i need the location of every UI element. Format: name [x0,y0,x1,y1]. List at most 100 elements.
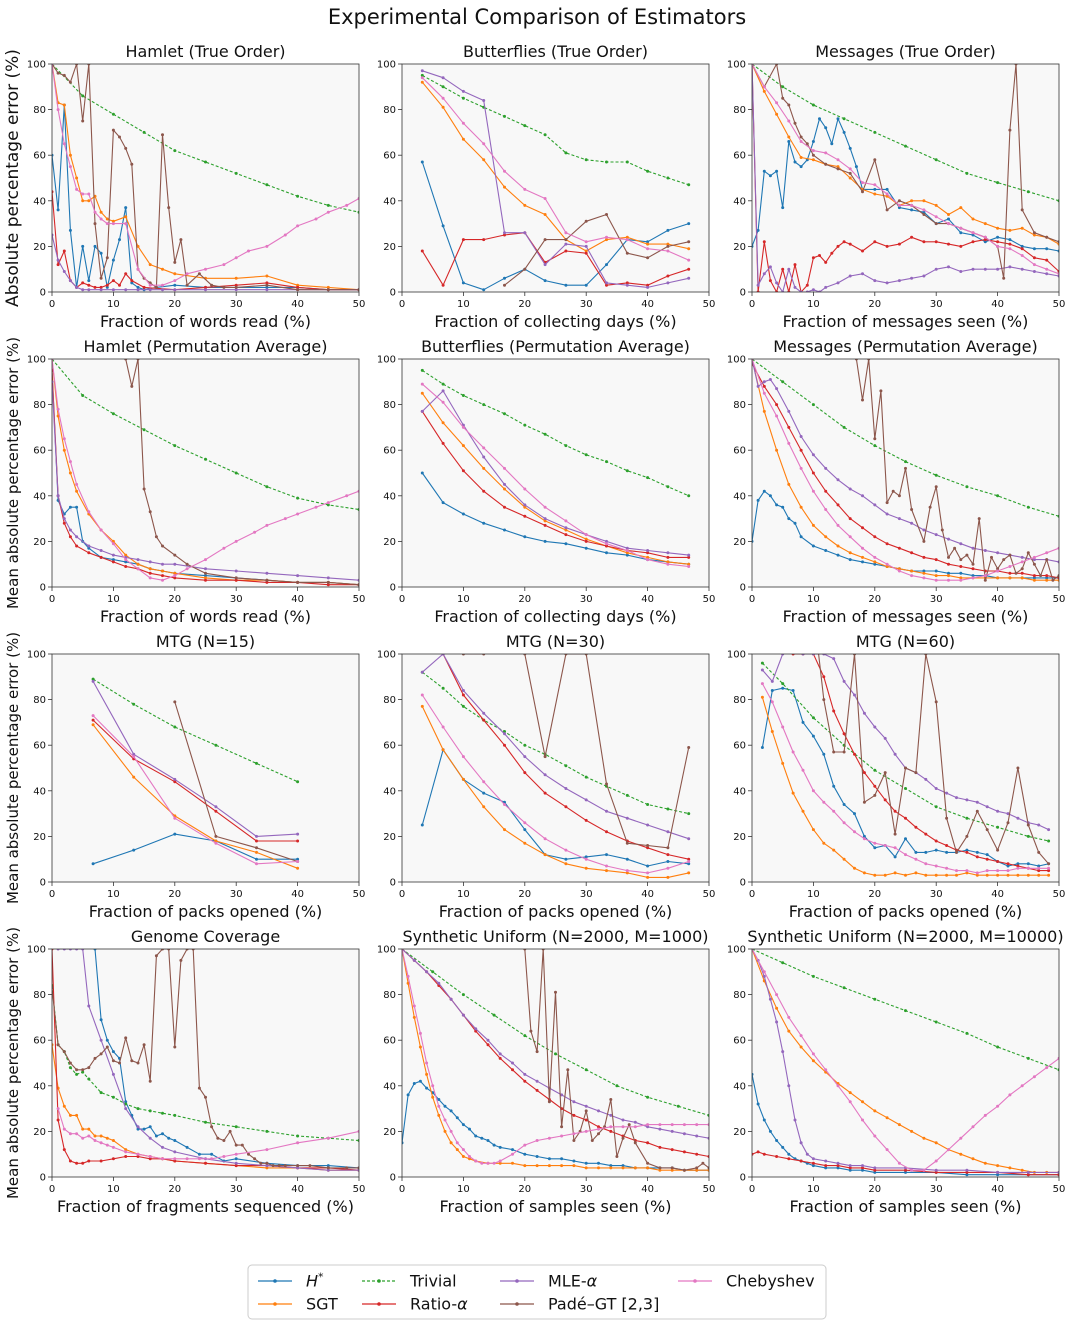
data-point-ratio [523,514,527,518]
data-point-pade [1037,850,1041,854]
data-point-h [824,549,828,552]
data-point-h [842,803,846,806]
data-point-h [130,281,134,285]
series-line-chebyshev [402,949,709,1164]
data-point-mle [971,267,975,271]
data-point-trivial [873,444,877,448]
data-point-sgt [832,848,836,852]
data-point-h [326,1164,330,1168]
y-axis-label: Mean absolute percentage error (%) [4,632,22,904]
data-point-trivial [431,970,435,974]
data-point-chebyshev [897,203,901,207]
data-point-mle [296,1166,300,1170]
data-point-chebyshev [971,231,975,235]
data-point-ratio [775,1155,779,1158]
data-point-mle [605,281,608,285]
data-point-chebyshev [762,970,766,974]
x-tick-label: 10 [807,594,820,605]
x-tick-label: 0 [399,299,405,310]
data-point-mle [523,503,527,507]
data-point-chebyshev [1016,866,1020,870]
data-point-sgt [959,206,963,210]
data-point-chebyshev [965,869,969,873]
x-tick-label: 40 [641,889,654,900]
data-point-chebyshev [985,869,989,873]
data-point-mle [848,274,852,278]
data-point-sgt [443,1129,447,1133]
data-point-h [832,784,836,788]
data-point-h [904,1170,907,1174]
data-point-ratio [1037,869,1041,873]
data-point-trivial [564,151,568,155]
data-point-sgt [132,775,136,779]
data-point-ratio [983,238,987,242]
data-point-mle [99,549,103,552]
data-point-ratio [124,565,128,568]
data-point-pade [996,848,1000,852]
data-point-h [420,823,424,827]
axes-frame [401,63,710,293]
data-point-ratio [762,240,766,244]
data-point-trivial [265,183,269,187]
series-line-mle [52,234,359,291]
data-point-chebyshev [523,187,527,191]
data-point-h [756,228,760,232]
x-tick-label: 0 [49,594,55,605]
series-group [52,359,359,587]
data-point-ratio [658,1145,662,1149]
data-point-ratio [461,238,465,242]
data-point-sgt [897,1123,901,1127]
data-point-sgt [885,194,889,198]
data-point-pade [234,576,238,580]
series-line-chebyshev [52,64,359,286]
data-point-h [441,224,445,228]
data-point-chebyshev [625,549,629,552]
data-point-pade [1002,558,1006,562]
data-point-h [418,1079,422,1083]
axes-frame [51,358,360,588]
data-point-h [91,862,95,866]
data-point-mle [873,725,877,729]
data-point-pade [873,437,877,441]
x-tick-label: 20 [168,889,181,900]
data-point-chebyshev [564,519,568,523]
x-axis-label: Fraction of messages seen (%) [783,607,1029,626]
data-point-pade [1045,235,1049,239]
data-point-mle [792,630,795,633]
data-point-chebyshev [646,871,650,875]
data-point-chebyshev [666,562,670,566]
data-point-ratio [1008,242,1012,246]
data-point-sgt [99,1134,103,1138]
y-tick-label: 20 [383,537,396,548]
data-point-sgt [633,1166,637,1170]
data-point-chebyshev [885,562,889,566]
data-point-chebyshev [861,1118,864,1122]
data-point-sgt [124,553,128,557]
data-point-h [781,206,785,210]
data-point-pade [56,1043,60,1047]
data-point-ratio [873,784,877,788]
data-point-h [781,505,785,509]
data-point-pade [873,793,877,797]
data-point-chebyshev [873,1134,877,1138]
data-point-chebyshev [511,1152,514,1156]
data-point-h [922,569,926,573]
data-point-sgt [296,283,300,287]
data-point-ratio [861,1166,864,1170]
legend-entry-sgt: SGT [258,1295,338,1314]
data-point-ratio [666,555,670,559]
axes-frame [401,653,710,883]
data-point-pade [799,135,803,139]
data-point-chebyshev [893,846,897,850]
x-tick-label: 20 [868,889,881,900]
data-point-mle [762,272,766,276]
data-point-pade [535,1050,539,1054]
data-point-trivial [99,1091,103,1095]
panel-title: Synthetic Uniform (N=2000, M=10000) [747,927,1063,946]
data-point-chebyshev [975,871,979,875]
data-point-trivial [934,158,938,162]
data-point-pade [904,466,907,470]
data-point-trivial [904,787,907,790]
legend-box [247,1264,827,1320]
data-point-trivial [564,764,568,768]
